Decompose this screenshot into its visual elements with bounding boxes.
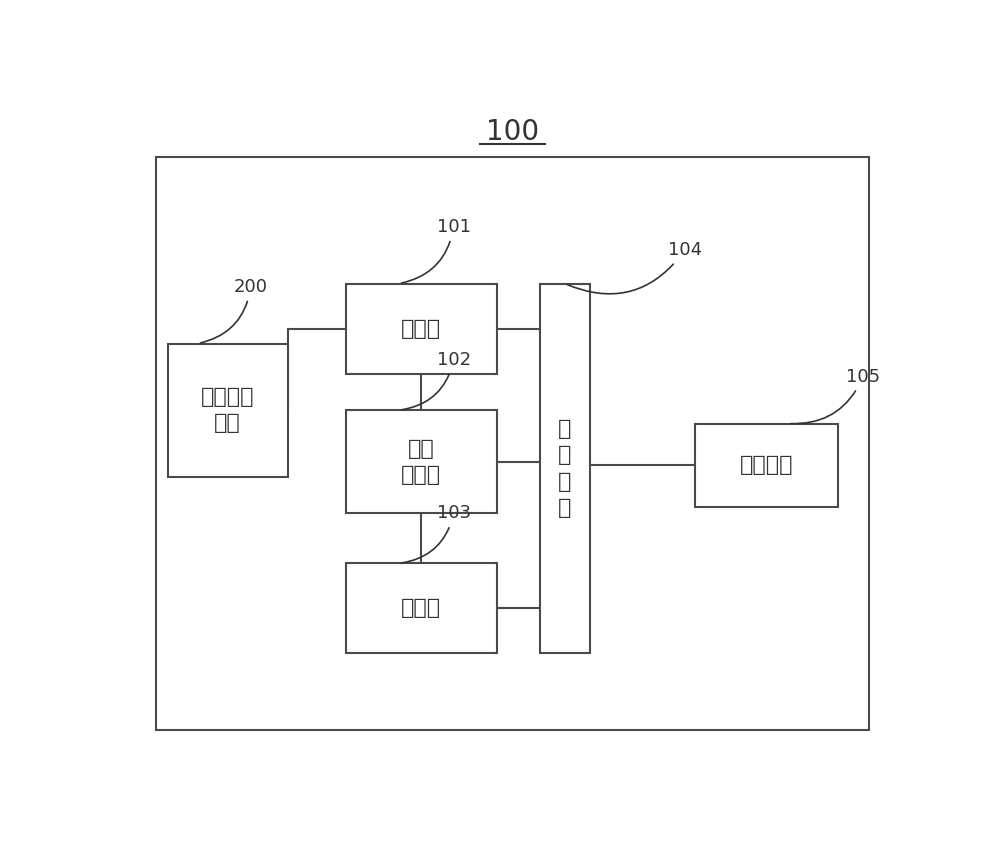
Text: 103: 103 <box>402 504 471 563</box>
Text: 内
部
接
口: 内 部 接 口 <box>558 419 572 518</box>
Text: 200: 200 <box>200 278 268 343</box>
Text: 存储器: 存储器 <box>401 318 441 338</box>
Text: 101: 101 <box>401 218 471 283</box>
Bar <box>540 284 590 653</box>
Text: 显示单元: 显示单元 <box>740 455 793 475</box>
Text: 105: 105 <box>791 368 880 424</box>
Bar <box>156 157 869 730</box>
Text: 104: 104 <box>567 241 702 294</box>
Bar <box>346 563 497 653</box>
Text: 数据定位
装置: 数据定位 装置 <box>201 387 254 433</box>
Bar <box>168 343 288 477</box>
Text: 存储
控制器: 存储 控制器 <box>401 439 441 485</box>
Bar <box>695 424 838 507</box>
Text: 102: 102 <box>402 351 471 410</box>
Text: 100: 100 <box>486 118 539 146</box>
Text: 处理器: 处理器 <box>401 599 441 618</box>
Bar <box>346 410 497 514</box>
Bar <box>346 284 497 374</box>
